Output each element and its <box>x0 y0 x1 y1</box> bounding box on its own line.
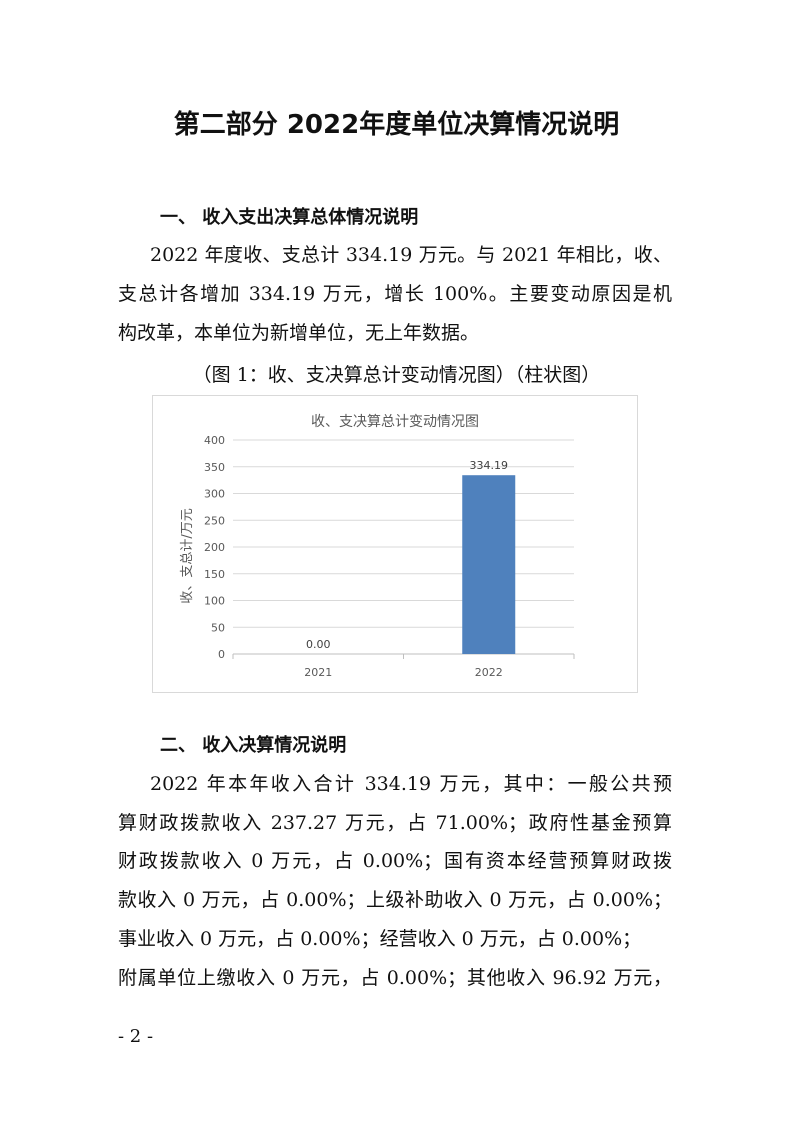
paragraph-line: 2022 年度收、支总计 334.19 万元。与 2021 年相比，收、 <box>150 244 672 266</box>
x-tick-label: 2021 <box>304 666 332 679</box>
y-tick-label: 250 <box>204 514 225 527</box>
y-tick-label: 150 <box>204 568 225 581</box>
y-tick-label: 0 <box>218 648 225 661</box>
y-tick-label: 400 <box>204 434 225 447</box>
paragraph-line: 2022 年本年收入合计 334.19 万元，其中：一般公共预 <box>150 773 672 795</box>
y-axis-label: 收、支总计/万元 <box>180 508 195 603</box>
y-tick-label: 50 <box>211 621 225 634</box>
y-tick-label: 100 <box>204 595 225 608</box>
paragraph-line: 构改革，本单位为新增单位，无上年数据。 <box>118 322 480 344</box>
paragraph-line: 事业收入 0 万元，占 0.00%；经营收入 0 万元，占 0.00%； <box>118 928 642 950</box>
section2-heading: 二、 收入决算情况说明 <box>160 735 347 756</box>
paragraph-line: 财政拨款收入 0 万元，占 0.00%；国有资本经营预算财政拨 <box>118 850 672 872</box>
section1-heading: 一、 收入支出决算总体情况说明 <box>160 207 419 228</box>
y-tick-label: 300 <box>204 488 225 501</box>
data-label: 334.19 <box>470 459 509 472</box>
bar-chart: 收、支决算总计变动情况图 收、支总计/万元 0 50 100 150 200 250 300… <box>152 395 638 693</box>
figure-caption: （图 1：收、支决算总计变动情况图）（柱状图） <box>192 364 601 386</box>
paragraph-line: 附属单位上缴收入 0 万元，占 0.00%；其他收入 96.92 万元， <box>118 967 672 989</box>
x-tick-label: 2022 <box>475 666 503 679</box>
paragraph-line: 款收入 0 万元，占 0.00%；上级补助收入 0 万元，占 0.00%； <box>118 889 672 911</box>
bar-2022 <box>462 475 516 654</box>
paragraph-line: 支总计各增加 334.19 万元，增长 100%。主要变动原因是机 <box>118 283 672 305</box>
data-label: 0.00 <box>306 638 331 651</box>
y-tick-label: 350 <box>204 461 225 474</box>
chart-title: 收、支决算总计变动情况图 <box>311 414 479 430</box>
page-title: 第二部分 2022年度单位决算情况说明 <box>173 110 620 140</box>
page-number: - 2 - <box>118 1026 154 1047</box>
paragraph-line: 算财政拨款收入 237.27 万元，占 71.00%；政府性基金预算 <box>118 812 672 834</box>
chart-svg: 收、支决算总计变动情况图 收、支总计/万元 0 50 100 150 200 250 300… <box>180 414 575 679</box>
y-tick-label: 200 <box>204 541 225 554</box>
